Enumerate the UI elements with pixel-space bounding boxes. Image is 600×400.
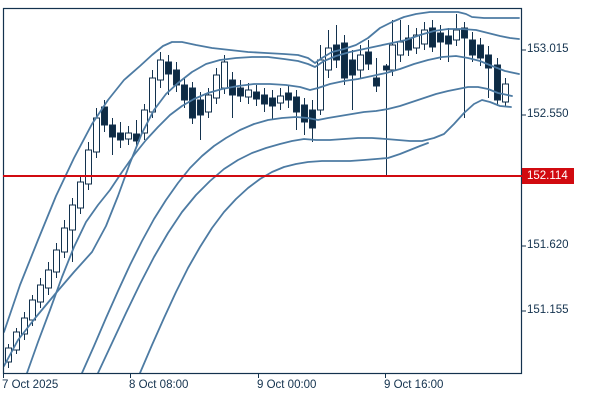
x-axis-label: 7 Oct 2025 bbox=[2, 379, 59, 391]
candle-body-bull bbox=[29, 299, 36, 321]
candle-body-bear bbox=[101, 106, 108, 126]
candle-body-bear bbox=[293, 96, 300, 113]
candle-body-bear bbox=[349, 59, 356, 76]
candle-body-bull bbox=[157, 59, 164, 81]
candle-body-bull bbox=[69, 204, 76, 231]
candle-body-bear bbox=[109, 124, 116, 138]
candle-body-bull bbox=[213, 74, 220, 99]
candle-body-bear bbox=[165, 61, 172, 75]
candle-body-bull bbox=[37, 284, 44, 303]
candle-body-bear bbox=[445, 35, 452, 45]
candle-body-bear bbox=[197, 99, 204, 116]
candle-body-bear bbox=[341, 42, 348, 79]
candle-body-bear bbox=[301, 104, 308, 123]
band-3-line bbox=[26, 55, 520, 374]
candle-body-bear bbox=[117, 132, 124, 141]
x-axis-label: 9 Oct 00:00 bbox=[257, 379, 317, 391]
candle-body-bear bbox=[383, 65, 390, 71]
candle-body-bull bbox=[93, 117, 100, 153]
x-axis-label: 8 Oct 08:00 bbox=[129, 379, 189, 391]
candle-body-bull bbox=[357, 54, 364, 71]
band-2-line bbox=[3, 28, 520, 367]
band-6-line bbox=[139, 142, 429, 374]
candle-body-bear bbox=[269, 97, 276, 107]
candle-body-bear bbox=[461, 27, 468, 39]
candle-body-bear bbox=[237, 87, 244, 97]
candle-body-bear bbox=[469, 39, 476, 56]
candle-body-bull bbox=[53, 249, 60, 273]
candle-body-bear bbox=[405, 37, 412, 51]
x-axis-label: 9 Oct 16:00 bbox=[384, 379, 444, 391]
candle-body-bull bbox=[77, 181, 84, 209]
candle-body-bear bbox=[494, 64, 501, 101]
candle-body-bear bbox=[429, 27, 436, 48]
candle-body-bull bbox=[317, 59, 324, 111]
band-5-line bbox=[97, 99, 512, 374]
y-axis-label: 152.550 bbox=[527, 108, 569, 120]
candle-body-bear bbox=[373, 77, 380, 87]
candle-body-bull bbox=[21, 317, 28, 335]
candle-body-bull bbox=[125, 132, 132, 140]
candle-body-bull bbox=[85, 149, 92, 185]
candle-body-bull bbox=[221, 61, 228, 89]
candle-body-bull bbox=[149, 77, 156, 113]
y-axis-label: 151.155 bbox=[527, 304, 569, 316]
plot-border bbox=[2, 7, 523, 375]
candle-body-bull bbox=[5, 347, 12, 363]
candle-body-bull bbox=[45, 269, 52, 289]
y-axis-label: 153.015 bbox=[527, 43, 569, 55]
candle-body-bear bbox=[181, 84, 188, 101]
candle-body-bull bbox=[502, 83, 509, 103]
candle-body-bull bbox=[245, 89, 252, 98]
candle-body-bear bbox=[189, 87, 196, 119]
candle-body-bull bbox=[277, 95, 284, 104]
candle-body-bear bbox=[485, 54, 492, 69]
candle-body-bear bbox=[477, 44, 484, 59]
candle-body-bear bbox=[333, 44, 340, 61]
candle-body-bull bbox=[421, 29, 428, 45]
candle-body-bull bbox=[389, 44, 396, 71]
candle-body-bull bbox=[205, 94, 212, 113]
price-tag: 152.114 bbox=[522, 168, 574, 184]
candle-body-bull bbox=[453, 29, 460, 41]
band-4-line bbox=[81, 86, 513, 374]
y-axis-label: 151.620 bbox=[527, 239, 569, 251]
candle-body-bear bbox=[437, 32, 444, 43]
candle-body-bull bbox=[397, 41, 404, 56]
candle-body-bull bbox=[61, 227, 68, 253]
candle-body-bear bbox=[261, 94, 268, 105]
band-1-line bbox=[3, 11, 520, 333]
candle-body-bear bbox=[365, 51, 372, 65]
candle-body-bear bbox=[253, 91, 260, 100]
candle-body-bull bbox=[413, 34, 420, 49]
candle-body-bear bbox=[285, 92, 292, 101]
price-tag-value: 152.114 bbox=[527, 170, 568, 182]
